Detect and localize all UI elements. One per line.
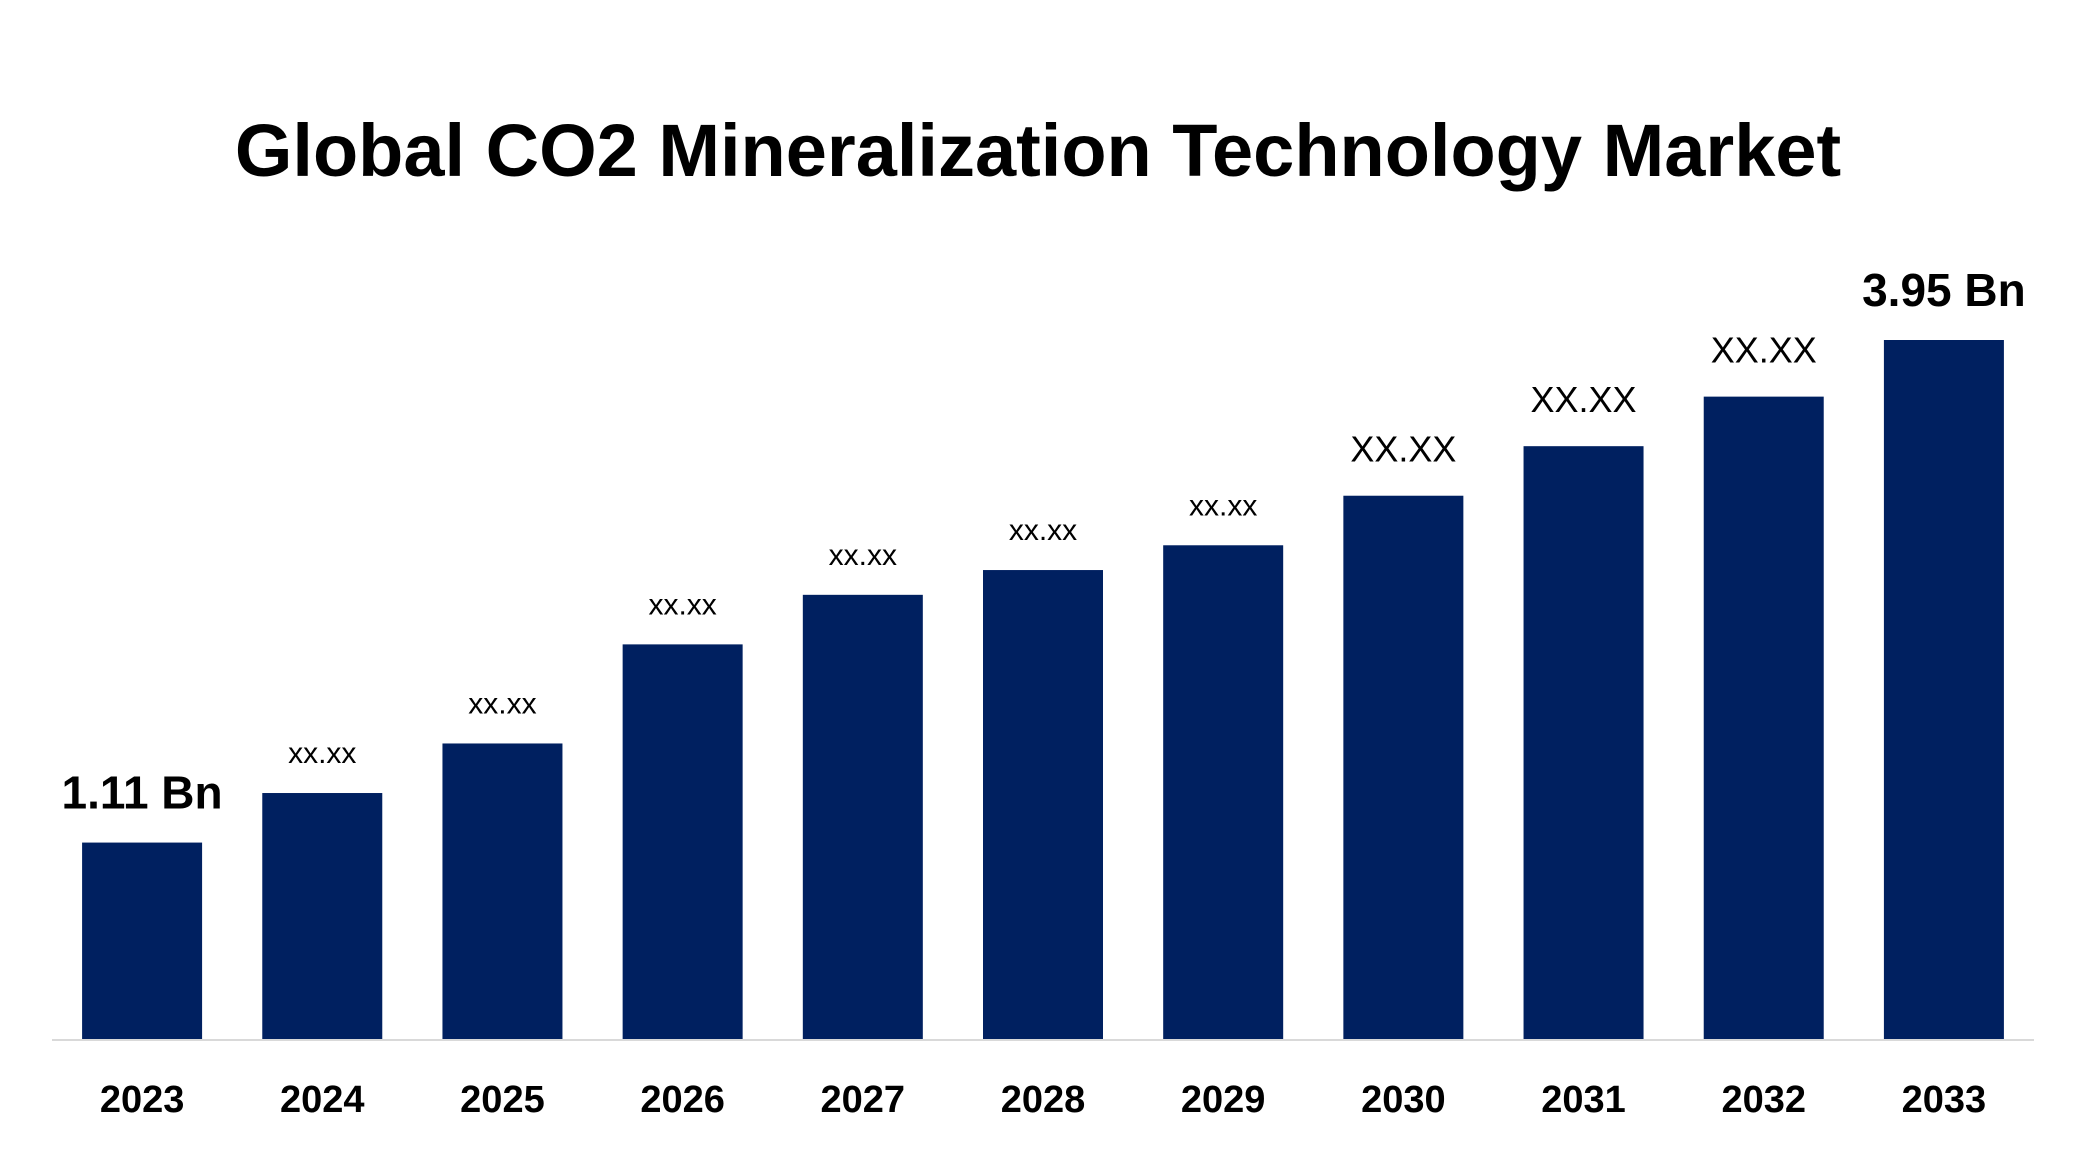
bar-2031 — [1523, 446, 1644, 1039]
bar-2032 — [1703, 396, 1824, 1040]
x-tick-2028: 2028 — [1001, 1079, 1086, 1121]
x-tick-2026: 2026 — [640, 1079, 725, 1121]
bar-2029 — [1163, 545, 1284, 1039]
bars-layer — [82, 340, 2004, 1040]
bar-2023 — [82, 842, 203, 1039]
x-tick-2024: 2024 — [280, 1079, 365, 1121]
data-label-2023: 1.11 Bn — [62, 767, 223, 819]
data-label-2027: xx.xx — [829, 539, 897, 572]
data-labels-layer: 1.11 Bn xx.xx xx.xx xx.xx xx.xx xx.xx xx.xx XX.… — [62, 264, 2026, 819]
data-label-2032: XX.XX — [1711, 330, 1817, 371]
data-label-2024: xx.xx — [288, 737, 356, 770]
x-tick-2030: 2030 — [1361, 1079, 1446, 1121]
x-tick-2025: 2025 — [460, 1079, 545, 1121]
data-label-2033: 3.95 Bn — [1862, 264, 2026, 316]
bar-2025 — [442, 743, 563, 1039]
data-label-2026: xx.xx — [648, 588, 716, 621]
bar-2033 — [1883, 340, 2004, 1039]
x-tick-2029: 2029 — [1181, 1079, 1266, 1121]
x-tick-2032: 2032 — [1721, 1079, 1806, 1121]
data-label-2031: XX.XX — [1531, 379, 1637, 420]
bar-2024 — [262, 793, 383, 1039]
x-tick-2033: 2033 — [1902, 1079, 1987, 1121]
x-tick-2027: 2027 — [821, 1079, 906, 1121]
bar-2026 — [622, 644, 743, 1039]
x-tick-2023: 2023 — [100, 1079, 185, 1121]
bar-2028 — [983, 570, 1103, 1039]
data-label-2030: XX.XX — [1350, 429, 1456, 470]
bar-2030 — [1343, 495, 1464, 1040]
data-label-2029: xx.xx — [1189, 489, 1257, 522]
chart-title: Global CO2 Mineralization Technology Mar… — [234, 109, 1842, 192]
data-label-2025: xx.xx — [468, 687, 536, 720]
x-tick-2031: 2031 — [1541, 1079, 1626, 1121]
data-label-2028: xx.xx — [1009, 514, 1077, 547]
bar-2027 — [802, 594, 923, 1039]
x-tick-labels-layer: 2023 2024 2025 2026 2027 2028 2029 2030 2031 2032… — [100, 1079, 1986, 1121]
